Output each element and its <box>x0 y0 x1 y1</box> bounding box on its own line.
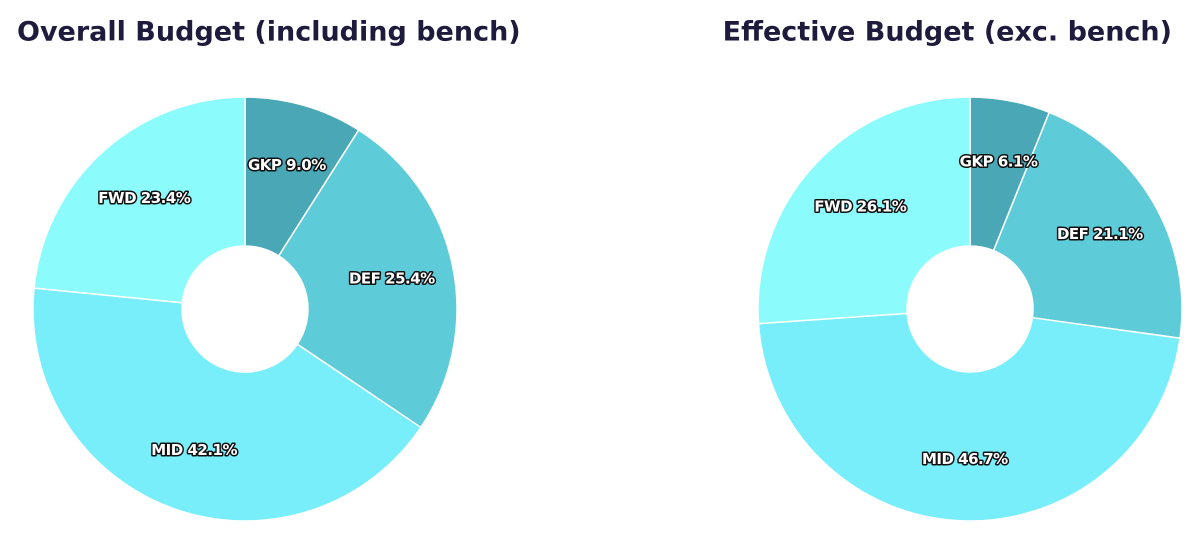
slice-category: DEF <box>1057 224 1088 242</box>
slice-label: DEF 25.4% <box>349 269 435 287</box>
slice-category: MID <box>151 441 183 459</box>
slice-category: DEF <box>349 269 380 287</box>
slice-category: FWD <box>98 188 136 206</box>
slice-value-label: 26.1% <box>857 197 907 215</box>
pie-slice <box>32 287 422 522</box>
slice-category: MID <box>922 449 954 467</box>
slice-category: FWD <box>814 197 852 215</box>
slice-label: MID 42.1% <box>151 441 237 459</box>
slice-label: FWD 26.1% <box>814 197 906 215</box>
slice-category: GKP <box>960 152 994 170</box>
slice-value-label: 46.7% <box>958 449 1008 467</box>
slice-label: DEF 21.1% <box>1057 224 1143 242</box>
slice-value-label: 42.1% <box>187 441 237 459</box>
slice-value-label: 6.1% <box>998 152 1038 170</box>
pie-slice <box>757 312 1181 522</box>
slice-label: GKP 6.1% <box>960 152 1038 170</box>
slice-label: GKP 9.0% <box>248 155 326 173</box>
pie-slice <box>757 96 971 325</box>
pie-slice <box>277 129 458 429</box>
slice-value-label: 21.1% <box>1093 224 1143 242</box>
chart-title: Overall Budget (including bench) <box>17 17 521 48</box>
slice-value-label: 25.4% <box>385 269 435 287</box>
slice-category: GKP <box>248 155 282 173</box>
slice-label: FWD 23.4% <box>98 188 190 206</box>
chart-title: Effective Budget (exc. bench) <box>723 17 1172 48</box>
slice-value-label: 9.0% <box>286 155 326 173</box>
pie-slice <box>33 96 246 304</box>
slice-label: MID 46.7% <box>922 449 1008 467</box>
slice-value-label: 23.4% <box>141 188 191 206</box>
pie-slice <box>992 111 1183 340</box>
